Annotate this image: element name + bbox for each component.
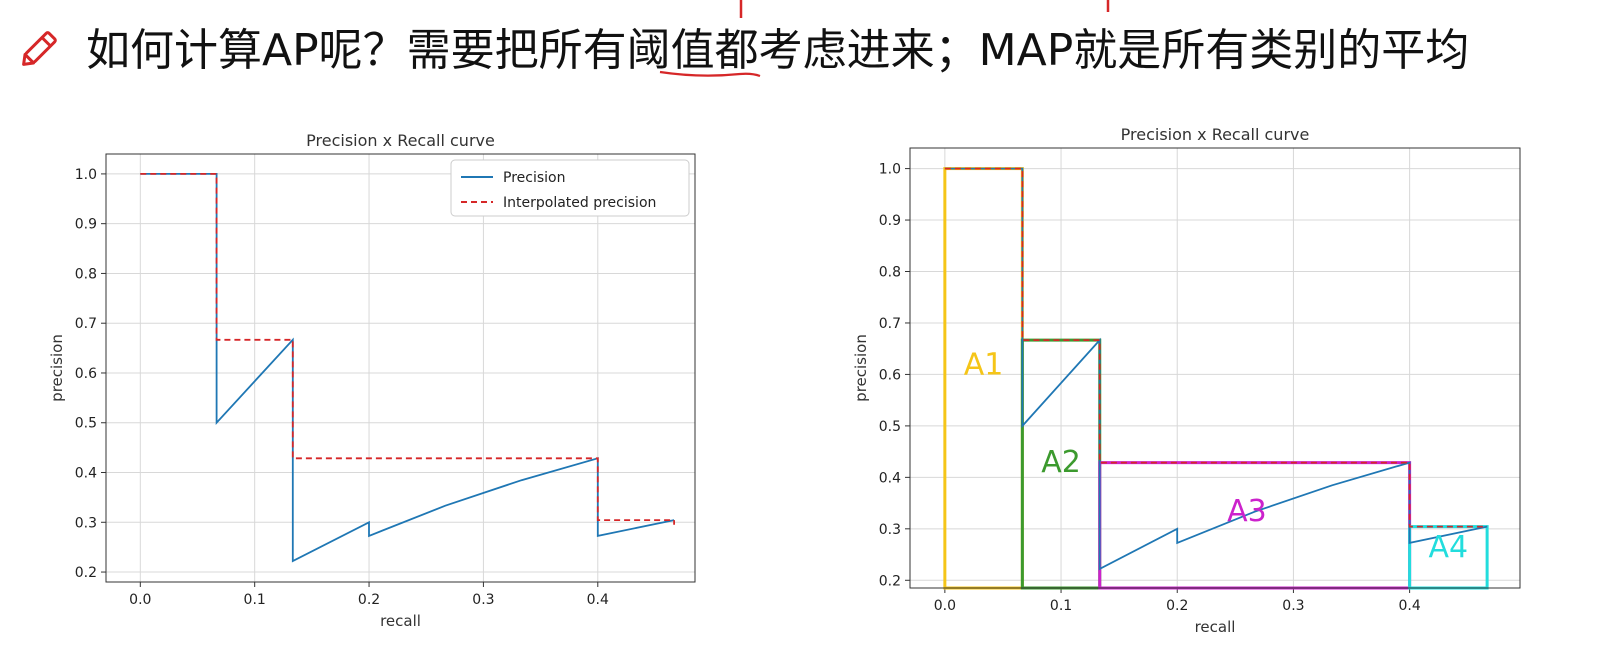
y-tick-label: 0.3 [879, 522, 901, 538]
x-axis-label: recall [1195, 618, 1236, 636]
x-tick-label: 0.4 [1398, 598, 1420, 614]
plot-frame [105, 153, 696, 583]
x-tick-label: 0.2 [358, 592, 380, 608]
x-tick-label: 0.4 [587, 592, 609, 608]
y-tick-label: 0.8 [75, 266, 97, 282]
plot-frame [909, 147, 1521, 589]
precision-line [944, 167, 1488, 571]
x-tick-label: 0.2 [1166, 598, 1188, 614]
y-tick-label: 0.5 [75, 416, 97, 432]
area-label-a2: A2 [1041, 445, 1081, 480]
y-tick-label: 0.7 [75, 316, 97, 332]
header: 如何计算AP呢？需要把所有阈值都考虑进来；MAP就是所有类别的平均 [0, 0, 1611, 100]
y-tick-label: 0.2 [75, 565, 97, 581]
y-tick-label: 0.8 [879, 265, 901, 281]
y-tick-label: 0.4 [75, 466, 97, 482]
x-tick-label: 0.1 [1050, 598, 1072, 614]
pencil-icon [22, 31, 57, 66]
x-tick-label: 0.3 [1282, 598, 1304, 614]
y-tick-label: 1.0 [879, 162, 901, 178]
chart-title: Precision x Recall curve [306, 131, 495, 150]
precision-recall-area-chart: Precision x Recall curve 0.0 0.1 0.2 0.3 0.4 0… [852, 125, 1521, 636]
slide-title: 如何计算AP呢？需要把所有阈值都考虑进来；MAP就是所有类别的平均 [86, 25, 1470, 76]
y-tick-label: 0.3 [75, 515, 97, 531]
y-tick-label: 1.0 [75, 167, 97, 183]
y-tick-label: 0.6 [75, 366, 97, 382]
y-tick-label: 0.9 [879, 213, 901, 229]
y-tick-label: 0.6 [879, 367, 901, 383]
y-axis-label: precision [852, 334, 870, 402]
interpolated-precision-line [140, 173, 675, 525]
x-tick-label: 0.0 [129, 592, 151, 608]
grid-lines [106, 154, 695, 582]
area-label-a3: A3 [1227, 494, 1267, 529]
y-tick-label: 0.7 [879, 316, 901, 332]
legend-label: Precision [503, 170, 565, 186]
y-tick-label: 0.4 [879, 470, 901, 486]
legend: Precision Interpolated precision [450, 159, 690, 217]
x-tick-label: 0.3 [472, 592, 494, 608]
y-tick-label: 0.5 [879, 419, 901, 435]
legend-box [450, 159, 690, 217]
precision-recall-chart: Precision x Recall curve 0.0 0.1 0.2 0.3 0.4 0… [48, 131, 696, 630]
x-axis-label: recall [380, 612, 421, 630]
precision-line [140, 173, 675, 563]
interpolated-precision-line [944, 167, 1488, 528]
x-tick-label: 0.0 [934, 598, 956, 614]
y-tick-label: 0.2 [879, 573, 901, 589]
legend-label: Interpolated precision [503, 195, 656, 211]
chart-title: Precision x Recall curve [1121, 125, 1310, 144]
y-tick-label: 0.9 [75, 217, 97, 233]
area-label-a1: A1 [964, 347, 1004, 382]
x-tick-label: 0.1 [244, 592, 266, 608]
area-label-a4: A4 [1429, 530, 1469, 565]
y-axis-label: precision [48, 334, 66, 402]
